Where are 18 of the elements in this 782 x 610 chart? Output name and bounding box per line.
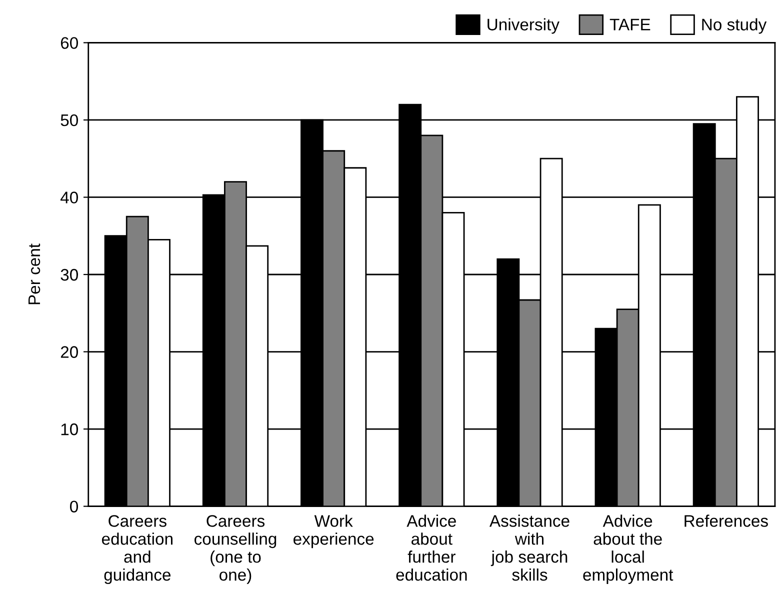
y-axis-title: Per cent xyxy=(28,244,40,304)
x-tick-label: Careers education and guidance xyxy=(102,515,172,584)
y-tick-label: 20 xyxy=(60,346,78,358)
x-tick-label: Advice about the local employment xyxy=(583,514,674,584)
x-tick-label: Work experience xyxy=(294,514,374,548)
y-tick-label: 30 xyxy=(60,268,78,281)
y-tick-label: 50 xyxy=(60,114,78,126)
x-tick-label: References xyxy=(684,514,768,527)
x-tick-label: Assistance with job search skills xyxy=(489,514,570,581)
legend-label: No study xyxy=(702,18,767,34)
x-tick-label: Careers counselling (one to one) xyxy=(194,515,276,584)
y-tick-label: 10 xyxy=(61,423,78,436)
x-tick-label: Advice about further education xyxy=(396,514,467,581)
y-tick-label: 60 xyxy=(60,37,78,49)
y-tick-label: 40 xyxy=(60,192,78,204)
legend-label: TAFE xyxy=(610,18,650,30)
legend-label: University xyxy=(488,18,560,34)
y-tick-label: 0 xyxy=(70,500,78,513)
